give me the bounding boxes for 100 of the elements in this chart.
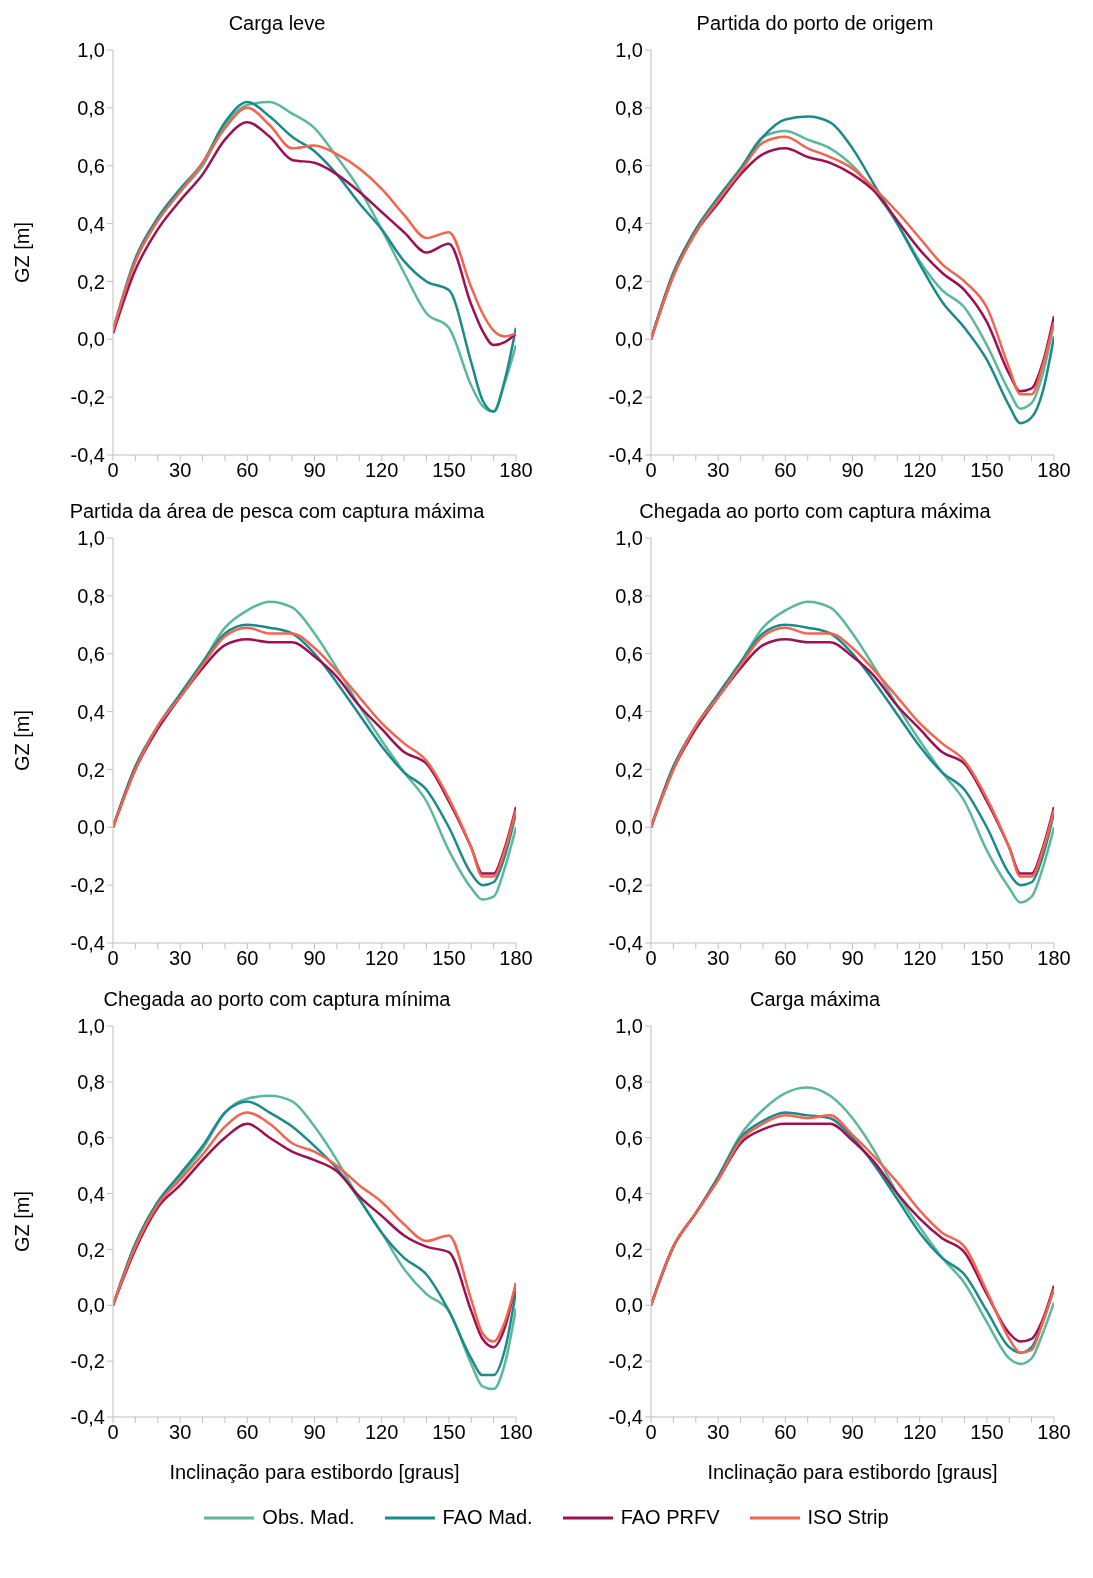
x-tick-label: 150 [432, 1421, 466, 1444]
x-tick-label: 120 [902, 459, 937, 482]
y-tick-label: 0,2 [77, 758, 105, 781]
x-tick-label: 150 [970, 947, 1004, 970]
chart-title: Chegada ao porto com captura máxima [638, 499, 992, 524]
y-tick-label: 0,8 [77, 96, 105, 119]
x-tick-label: 150 [970, 459, 1004, 482]
y-tick-label: -0,2 [70, 386, 105, 409]
y-tick-label: 0,6 [77, 154, 105, 177]
x-tick-label: 0 [107, 1421, 119, 1444]
y-tick-label: 0,0 [77, 816, 105, 839]
x-tick-label: 90 [841, 1421, 864, 1444]
x-tick-label: 180 [1037, 459, 1071, 482]
y-tick-label: 0,0 [615, 328, 643, 351]
x-tick-label: 60 [236, 459, 259, 482]
x-tick-label: 150 [432, 459, 466, 482]
x-tick-label: 60 [236, 1421, 259, 1444]
x-tick-label: 90 [303, 1421, 326, 1444]
chart-title: Partida do porto de origem [695, 11, 935, 36]
y-tick-label: 0,4 [77, 700, 105, 723]
y-tick-label: 0,0 [615, 1294, 643, 1317]
y-tick-label: -0,2 [608, 1350, 643, 1373]
y-tick-label: 0,0 [77, 1294, 105, 1317]
y-tick-label: -0,2 [608, 874, 643, 897]
y-tick-label: -0,2 [608, 386, 643, 409]
y-tick-label: -0,4 [70, 932, 105, 955]
x-tick-label: 150 [432, 947, 466, 970]
x-tick-label: 60 [774, 1421, 797, 1444]
x-tick-label: 60 [774, 947, 797, 970]
x-tick-label: 120 [902, 1421, 937, 1444]
x-tick-label: 180 [499, 947, 533, 970]
y-tick-label: -0,4 [608, 444, 643, 467]
x-axis-title: Inclinação para estibordo [graus] [707, 1461, 998, 1483]
x-tick-label: 30 [707, 459, 730, 482]
x-tick-label: 150 [970, 1421, 1004, 1444]
y-axis-title: GZ [m] [11, 709, 34, 772]
x-tick-label: 30 [707, 1421, 730, 1444]
y-tick-label: 1,0 [615, 527, 643, 550]
y-tick-label: 0,6 [615, 154, 643, 177]
y-axis-title: GZ [m] [11, 1190, 34, 1253]
y-tick-label: 1,0 [77, 39, 105, 62]
x-tick-label: 60 [236, 947, 259, 970]
y-tick-label: -0,4 [608, 1406, 643, 1429]
chart-title: Carga máxima [748, 987, 881, 1012]
y-tick-label: 1,0 [615, 39, 643, 62]
chart-title: Carga leve [227, 11, 327, 36]
x-tick-label: 90 [303, 947, 326, 970]
y-tick-label: 0,4 [615, 212, 643, 235]
chart-title: Partida da área de pesca com captura máxima [68, 499, 486, 524]
y-tick-label: 1,0 [615, 1015, 643, 1038]
x-tick-label: 90 [303, 459, 326, 482]
x-tick-label: 0 [645, 459, 657, 482]
y-tick-label: 0,8 [77, 584, 105, 607]
x-tick-label: 120 [364, 459, 399, 482]
x-tick-label: 120 [364, 1421, 399, 1444]
y-tick-label: 0,0 [615, 816, 643, 839]
x-tick-label: 180 [1037, 947, 1071, 970]
y-tick-label: -0,2 [70, 1350, 105, 1373]
y-tick-label: 0,8 [615, 584, 643, 607]
y-tick-label: 0,4 [77, 1182, 105, 1205]
y-tick-label: 1,0 [77, 1015, 105, 1038]
x-tick-label: 90 [841, 947, 864, 970]
x-tick-label: 30 [169, 1421, 192, 1444]
y-tick-label: 0,4 [615, 1182, 643, 1205]
x-tick-label: 60 [774, 459, 797, 482]
y-tick-label: 0,8 [615, 1070, 643, 1093]
y-tick-label: 0,6 [77, 1126, 105, 1149]
x-tick-label: 30 [169, 947, 192, 970]
x-tick-label: 90 [841, 459, 864, 482]
y-axis-title: GZ [m] [11, 221, 34, 284]
x-tick-label: 30 [169, 459, 192, 482]
y-tick-label: 0,2 [615, 758, 643, 781]
y-tick-label: 0,6 [615, 642, 643, 665]
y-tick-label: 1,0 [77, 527, 105, 550]
legend-label: FAO PRFV [620, 1506, 720, 1529]
x-tick-label: 120 [364, 947, 399, 970]
y-tick-label: -0,4 [70, 1406, 105, 1429]
y-tick-label: 0,0 [77, 328, 105, 351]
x-axis-title: Inclinação para estibordo [graus] [169, 1461, 460, 1483]
y-tick-label: 0,6 [77, 642, 105, 665]
chart-title: Chegada ao porto com captura mínima [102, 987, 452, 1012]
y-tick-label: 0,2 [615, 270, 643, 293]
x-tick-label: 0 [107, 459, 119, 482]
x-tick-label: 0 [645, 1421, 657, 1444]
y-tick-label: 0,4 [615, 700, 643, 723]
y-tick-label: 0,4 [77, 212, 105, 235]
y-tick-label: 0,2 [77, 1238, 105, 1261]
legend-label: ISO Strip [807, 1506, 889, 1529]
y-tick-label: -0,4 [70, 444, 105, 467]
y-tick-label: -0,2 [70, 874, 105, 897]
y-tick-label: -0,4 [608, 932, 643, 955]
y-tick-label: 0,2 [615, 1238, 643, 1261]
x-tick-label: 0 [645, 947, 657, 970]
legend-label: Obs. Mad. [262, 1506, 355, 1529]
y-tick-label: 0,2 [77, 270, 105, 293]
x-tick-label: 120 [902, 947, 937, 970]
y-tick-label: 0,8 [615, 96, 643, 119]
legend-label: FAO Mad. [442, 1506, 533, 1529]
x-tick-label: 30 [707, 947, 730, 970]
x-tick-label: 180 [499, 1421, 533, 1444]
